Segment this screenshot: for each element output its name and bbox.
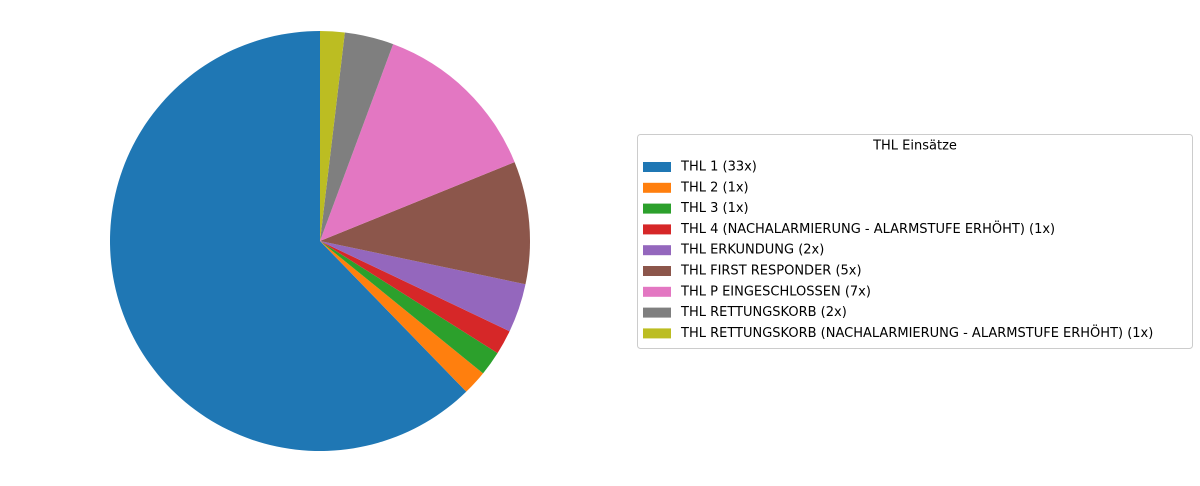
legend-swatch <box>643 307 671 318</box>
pie-slice <box>320 31 345 241</box>
pie-slice <box>320 241 526 332</box>
legend-label: THL ERKUNDUNG (2x) <box>680 243 824 258</box>
legend-title: THL Einsätze <box>872 139 957 154</box>
legend-swatch <box>643 328 671 339</box>
legend-swatch <box>643 162 671 172</box>
legend-swatch <box>643 286 671 297</box>
pie-slice <box>320 241 484 392</box>
legend-label: THL 2 (1x) <box>680 180 749 195</box>
pie-slice <box>320 32 394 241</box>
pie-slice <box>110 31 467 451</box>
legend-swatch <box>643 245 671 256</box>
legend-label: THL 3 (1x) <box>680 201 749 216</box>
legend-swatch <box>643 266 671 276</box>
legend-swatch <box>643 203 671 214</box>
legend-swatch <box>643 224 671 235</box>
legend-label: THL FIRST RESPONDER (5x) <box>680 264 862 279</box>
legend-box <box>637 134 1193 349</box>
legend-swatch <box>643 182 671 193</box>
pie-slice <box>320 44 515 241</box>
legend-label: THL RETTUNGSKORB (2x) <box>680 305 847 320</box>
legend-label: THL P EINGESCHLOSSEN (7x) <box>680 284 871 299</box>
legend-label: THL 4 (NACHALARMIERUNG - ALARMSTUFE ERHÖ… <box>680 220 1055 237</box>
pie-slice <box>320 162 531 285</box>
legend-label: THL RETTUNGSKORB (NACHALARMIERUNG - ALAR… <box>680 324 1153 341</box>
pie-slice <box>320 241 510 354</box>
legend-label: THL 1 (33x) <box>680 160 757 175</box>
pie-slice <box>320 241 498 374</box>
